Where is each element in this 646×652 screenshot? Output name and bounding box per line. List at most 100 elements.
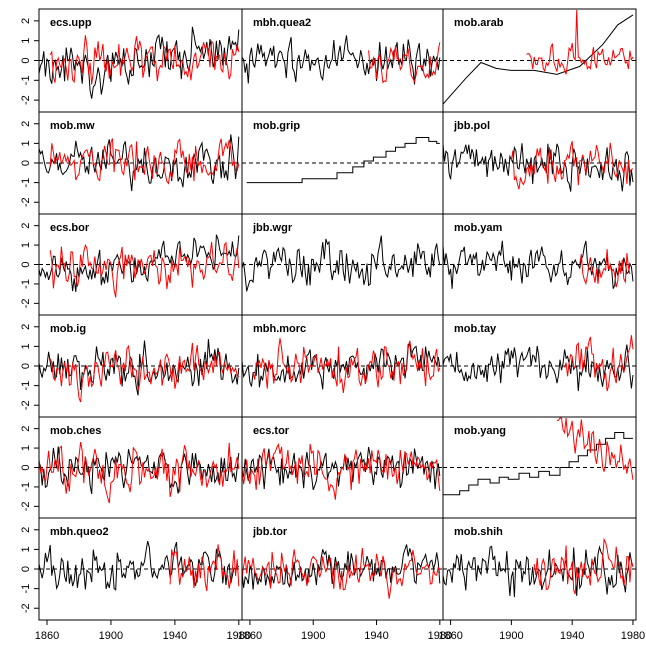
panel-title: mbh.quea2 [253, 17, 311, 29]
y-tick-label: 0 [20, 566, 32, 572]
panel-jbb-pol: jbb.pol [442, 111, 637, 215]
y-tick-label: -1 [20, 381, 32, 391]
panel-title: mob.grip [253, 120, 300, 132]
y-tick-label: -2 [20, 603, 32, 613]
x-tick-label: 1900 [499, 630, 523, 642]
series-black-line [443, 432, 633, 496]
panel-ecs-bor: ecs.bor -2 -1 0 1 2 [20, 213, 243, 316]
y-tick-label: -2 [20, 501, 32, 511]
panel-frame [442, 517, 637, 621]
series-red-line [526, 9, 634, 75]
panel-title: ecs.upp [50, 17, 92, 29]
y-tick-label: 2 [20, 223, 32, 229]
y-tick-label: 2 [20, 324, 32, 330]
y-tick-label: -2 [20, 197, 32, 207]
series-red-line [556, 417, 634, 481]
y-tick-label: 1 [20, 242, 32, 248]
series-red-line [38, 442, 240, 504]
panel-mob-yam: mob.yam [442, 213, 637, 316]
panel-title: mbh.queo2 [50, 526, 109, 538]
panel-ecs-upp: ecs.upp -2 -1 0 1 2 [20, 8, 243, 113]
series-red-line [49, 138, 240, 185]
panel-title: ecs.tor [253, 425, 290, 437]
panel-title: mob.ches [50, 425, 101, 437]
panel-mob-grip: mob.grip [241, 111, 444, 215]
panel-title: mob.arab [454, 17, 504, 29]
y-tick-label: 2 [20, 18, 32, 24]
y-tick-label: 2 [20, 426, 32, 432]
y-tick-label: 0 [20, 363, 32, 369]
x-tick-label: 1860 [438, 630, 462, 642]
series-red-line [368, 42, 441, 84]
y-tick-label: -1 [20, 584, 32, 594]
x-tick-label: 1900 [301, 630, 325, 642]
panel-title: ecs.bor [50, 222, 90, 234]
y-tick-label: 0 [20, 57, 32, 63]
panel-mbh-morc: mbh.morc [241, 314, 444, 418]
series-black-line [246, 137, 440, 184]
series-black-line [241, 343, 441, 390]
x-tick-label: 1860 [238, 630, 262, 642]
panel-title: jbb.tor [252, 526, 288, 538]
panel-title: mob.shih [454, 526, 503, 538]
panel-mob-shih: mob.shih [442, 517, 637, 621]
panel-mob-arab: mob.arab [442, 8, 637, 113]
y-tick-label: -1 [20, 482, 32, 492]
y-tick-label: 1 [20, 445, 32, 451]
series-black-line [241, 446, 441, 490]
y-tick-label: 1 [20, 546, 32, 552]
series-black-line [442, 344, 634, 392]
series-red-line [241, 442, 441, 500]
y-tick-label: 1 [20, 140, 32, 146]
panel-mob-ig: mob.ig -2 -1 0 1 2 [20, 314, 243, 418]
panel-title: jbb.pol [453, 120, 490, 132]
x-tick-label: 1860 [35, 630, 59, 642]
series-red-line [533, 537, 634, 595]
x-tick-label: 1980 [621, 630, 645, 642]
panel-mob-yang: mob.yang [442, 416, 637, 519]
series-red-line [510, 140, 634, 190]
panel-mbh-quea2: mbh.quea2 [241, 8, 444, 113]
panel-mob-ches: mob.ches -2 -1 0 1 2 [20, 416, 243, 519]
series-black-line [38, 540, 240, 591]
series-red-line [252, 338, 441, 393]
y-tick-label: -2 [20, 400, 32, 410]
y-tick-label: 0 [20, 160, 32, 166]
x-tick-label: 1940 [560, 630, 584, 642]
panel-ecs-tor: ecs.tor [241, 416, 444, 519]
panel-title: jbb.wgr [252, 222, 293, 234]
x-tick-label: 1980 [227, 630, 251, 642]
y-tick-label: -1 [20, 279, 32, 289]
y-tick-label: -2 [20, 95, 32, 105]
panel-title: mob.yam [454, 222, 503, 234]
y-tick-label: 0 [20, 261, 32, 267]
series-black-line [38, 26, 240, 99]
panel-title: mob.tay [454, 323, 497, 335]
y-tick-label: 0 [20, 464, 32, 470]
series-black-line [442, 14, 634, 105]
panel-mob-tay: mob.tay [442, 314, 637, 418]
panel-title: mob.yang [454, 425, 506, 437]
panel-title: mob.mw [50, 120, 95, 132]
panel-title: mbh.morc [253, 323, 306, 335]
y-tick-label: 1 [20, 343, 32, 349]
series-red-line [49, 342, 240, 403]
y-tick-label: -1 [20, 178, 32, 188]
x-tick-label: 1940 [364, 630, 388, 642]
series-red-line [169, 544, 240, 592]
x-tick-label: 1900 [99, 630, 123, 642]
panel-jbb-wgr: jbb.wgr [241, 213, 444, 316]
panel-mob-mw: mob.mw -2 -1 0 1 2 [20, 111, 243, 215]
y-tick-label: 1 [20, 38, 32, 44]
series-black-line [442, 240, 634, 289]
panel-jbb-tor: jbb.tor [241, 517, 444, 621]
series-black-line [38, 134, 240, 192]
series-red-line [579, 249, 631, 288]
series-red-line [564, 335, 634, 392]
y-tick-label: 2 [20, 121, 32, 127]
series-black-line [241, 35, 441, 85]
panel-mbh-queo2: mbh.queo2 -2 -1 0 1 2 [20, 517, 243, 621]
y-tick-label: -1 [20, 75, 32, 85]
x-tick-label: 1980 [428, 630, 452, 642]
series-red-line [241, 547, 441, 599]
